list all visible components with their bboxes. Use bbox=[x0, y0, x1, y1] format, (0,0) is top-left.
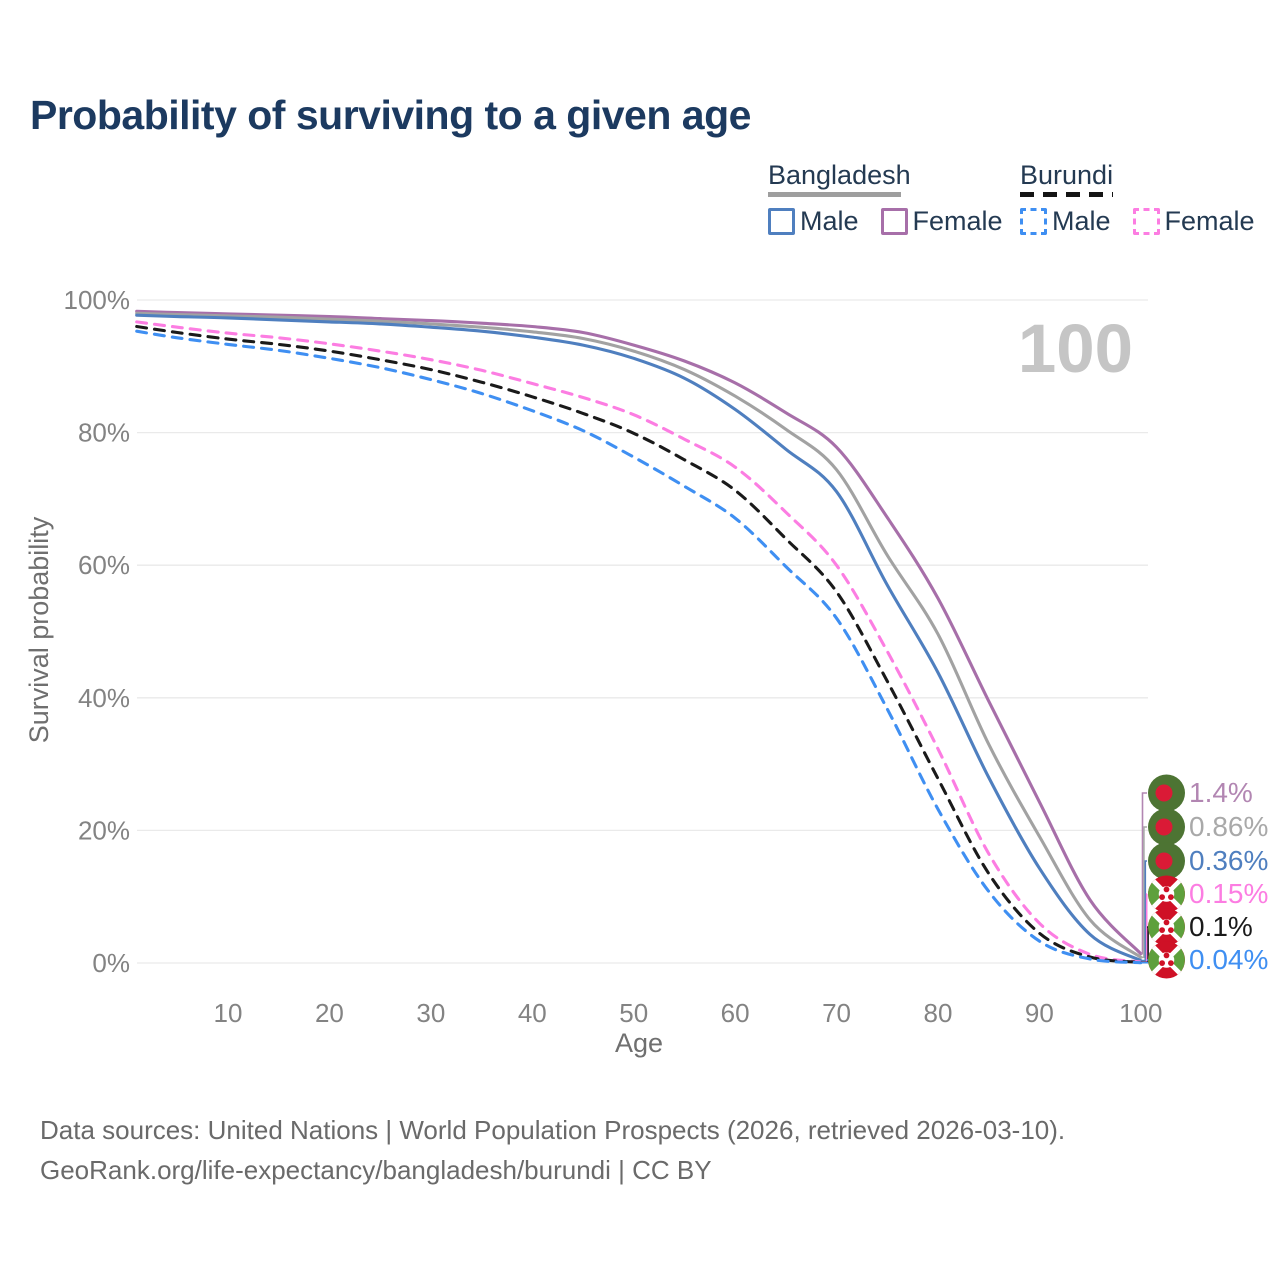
bangladesh-flag-red-disc bbox=[1155, 818, 1173, 836]
legend-item-bangladesh-female[interactable]: Female bbox=[880, 206, 1003, 237]
y-tick-80: 80% bbox=[78, 418, 130, 448]
end-label-group-burundi-both-sexes: 0.1% bbox=[1148, 908, 1253, 946]
end-label-group-bangladesh-both-sexes: 0.86% bbox=[1148, 808, 1268, 846]
series-line-burundi-both-sexes[interactable] bbox=[135, 324, 1143, 964]
y-tick-40: 40% bbox=[78, 683, 130, 713]
end-label-group-bangladesh-male: 0.36% bbox=[1148, 842, 1268, 880]
x-tick-20: 20 bbox=[315, 998, 344, 1028]
legend-item-bangladesh-male[interactable]: Male bbox=[768, 206, 859, 237]
end-value-label-burundi-male: 0.04% bbox=[1189, 944, 1268, 975]
leader-line-bangladesh-both-sexes bbox=[1140, 826, 1147, 959]
y-tick-20: 20% bbox=[78, 815, 130, 845]
x-tick-40: 40 bbox=[518, 998, 547, 1028]
chart-footer: Data sources: United Nations | World Pop… bbox=[40, 1110, 1065, 1190]
end-value-label-bangladesh-male: 0.36% bbox=[1189, 845, 1268, 876]
end-value-label-bangladesh-female: 1.4% bbox=[1189, 777, 1253, 808]
x-tick-90: 90 bbox=[1025, 998, 1054, 1028]
end-value-label-bangladesh-both-sexes: 0.86% bbox=[1189, 811, 1268, 842]
x-tick-70: 70 bbox=[822, 998, 851, 1028]
series-line-bangladesh-both-sexes[interactable] bbox=[135, 311, 1143, 959]
x-tick-50: 50 bbox=[619, 998, 648, 1028]
bangladesh-line-style-sample bbox=[768, 192, 901, 197]
x-axis-title: Age bbox=[615, 1028, 663, 1058]
legend-country-bangladesh[interactable]: Bangladesh bbox=[768, 160, 911, 190]
end-value-label-burundi-both-sexes: 0.1% bbox=[1189, 911, 1253, 942]
data-sources-line: Data sources: United Nations | World Pop… bbox=[40, 1115, 1066, 1145]
legend-item-burundi-female[interactable]: Female bbox=[1132, 206, 1255, 237]
end-label-group-burundi-female: 0.15% bbox=[1148, 875, 1268, 913]
x-tick-30: 30 bbox=[416, 998, 445, 1028]
x-tick-60: 60 bbox=[721, 998, 750, 1028]
bangladesh-female-swatch-icon bbox=[880, 208, 908, 235]
burundi-line-style-sample bbox=[1020, 192, 1113, 197]
series-line-burundi-female[interactable] bbox=[135, 320, 1143, 964]
bangladesh-flag-red-disc bbox=[1155, 784, 1173, 802]
y-tick-100: 100% bbox=[64, 285, 131, 315]
y-tick-60: 60% bbox=[78, 550, 130, 580]
legend-item-burundi-male[interactable]: Male bbox=[1020, 206, 1111, 237]
legend-group-bangladesh: Bangladesh Male Female bbox=[768, 160, 1003, 237]
end-value-label-burundi-female: 0.15% bbox=[1189, 878, 1268, 909]
burundi-female-swatch-icon bbox=[1132, 208, 1160, 235]
end-label-group-burundi-male: 0.04% bbox=[1148, 941, 1268, 979]
legend-group-burundi: Burundi Male Female bbox=[1020, 160, 1255, 237]
y-tick-0: 0% bbox=[92, 948, 130, 978]
x-tick-10: 10 bbox=[214, 998, 243, 1028]
leader-line-bangladesh-female bbox=[1140, 792, 1147, 955]
series-line-bangladesh-female[interactable] bbox=[135, 309, 1143, 956]
age-watermark: 100 bbox=[1018, 310, 1133, 387]
x-tick-80: 80 bbox=[923, 998, 952, 1028]
bangladesh-male-swatch-icon bbox=[768, 208, 795, 235]
end-label-group-bangladesh-female: 1.4% bbox=[1148, 774, 1253, 812]
y-axis-title: Survival probability bbox=[24, 516, 54, 743]
series-line-bangladesh-male[interactable] bbox=[135, 313, 1143, 963]
attribution-line: GeoRank.org/life-expectancy/bangladesh/b… bbox=[40, 1155, 712, 1185]
legend-country-burundi[interactable]: Burundi bbox=[1020, 160, 1114, 190]
burundi-male-swatch-icon bbox=[1020, 208, 1047, 235]
page-title: Probability of surviving to a given age bbox=[30, 92, 751, 138]
series-line-burundi-male[interactable] bbox=[135, 329, 1143, 965]
leader-line-bangladesh-male bbox=[1140, 860, 1147, 962]
bangladesh-flag-red-disc bbox=[1155, 852, 1173, 870]
x-tick-100: 100 bbox=[1119, 998, 1162, 1028]
